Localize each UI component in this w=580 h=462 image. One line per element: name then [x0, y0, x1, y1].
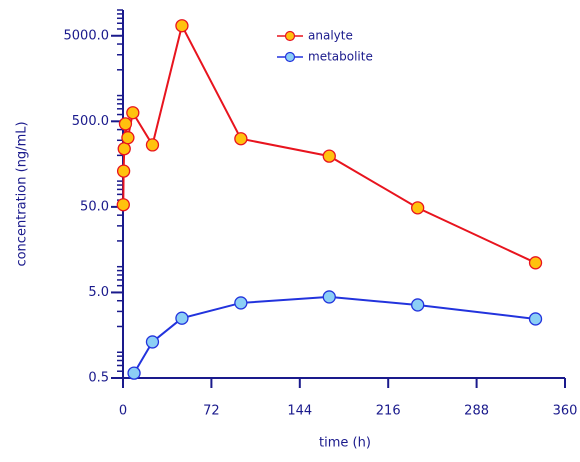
marker [234, 296, 248, 310]
marker [528, 256, 543, 270]
marker [528, 312, 543, 326]
legend-label: analyte [308, 29, 353, 43]
marker [411, 298, 425, 312]
marker [234, 132, 248, 146]
marker [127, 366, 141, 380]
y-tick-label: 5000.0 [64, 28, 110, 43]
x-tick-label: 216 [376, 404, 401, 419]
x-tick-label: 360 [553, 404, 578, 419]
series-line [133, 295, 536, 374]
y-tick-label: 5.0 [88, 285, 109, 300]
marker [145, 138, 160, 152]
y-tick-label: 50.0 [80, 199, 109, 214]
x-tick-label: 288 [464, 404, 489, 419]
y-tick-label: 500.0 [72, 114, 109, 129]
marker [175, 311, 189, 325]
marker [411, 201, 425, 215]
marker [145, 335, 160, 349]
marker [126, 106, 140, 120]
x-tick-label: 144 [287, 404, 312, 419]
marker [117, 142, 131, 156]
legend-marker [284, 30, 296, 42]
legend-marker [284, 51, 296, 63]
y-axis-label: concentration (ng/mL) [15, 121, 30, 266]
marker [322, 149, 336, 163]
marker [322, 290, 336, 304]
x-tick-label: 0 [119, 404, 127, 419]
marker [121, 131, 135, 145]
marker [116, 198, 130, 212]
marker [116, 164, 131, 178]
marker [118, 117, 133, 131]
legend-label: metabolite [308, 50, 373, 64]
x-axis-label: time (h) [319, 436, 371, 451]
x-tick-label: 72 [203, 404, 220, 419]
marker [175, 19, 189, 33]
y-tick-label: 0.5 [88, 371, 109, 386]
